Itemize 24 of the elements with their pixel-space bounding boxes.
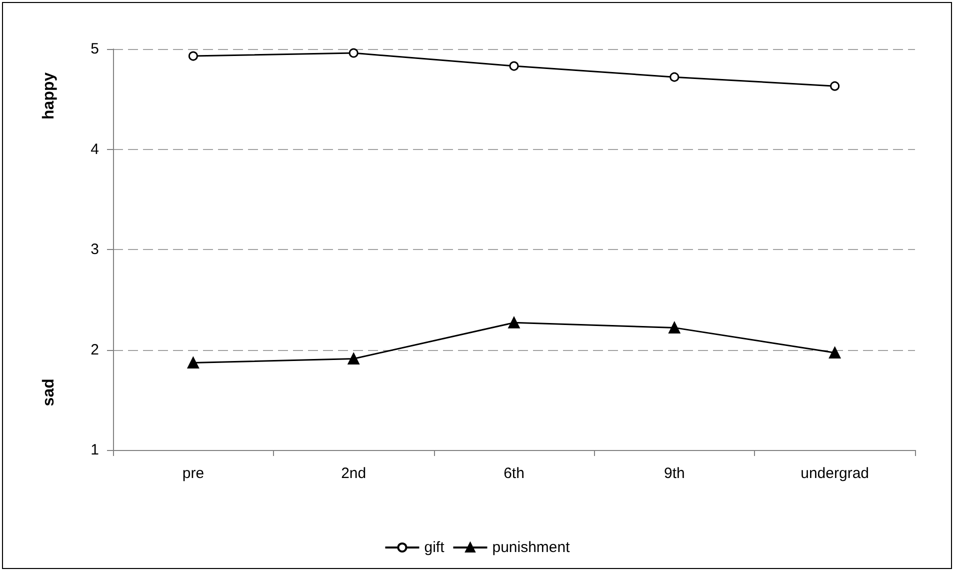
text: sad (40, 378, 58, 406)
x-tick-label: 2nd (341, 465, 366, 482)
y-tick-label: 1 (90, 442, 99, 458)
point (187, 357, 199, 369)
point (830, 81, 840, 91)
point (348, 48, 358, 58)
x-tick-label: undergrad (800, 465, 869, 482)
legend-label: punishment (492, 539, 571, 556)
y-tick-label: 2 (90, 341, 99, 358)
x-tick-label: 9th (664, 465, 685, 482)
point (829, 347, 841, 359)
text: happy (40, 72, 58, 120)
point (188, 51, 198, 61)
y-tick-label: 5 (90, 40, 99, 58)
point (670, 72, 680, 82)
point (508, 316, 520, 328)
y-tick-label: 3 (90, 241, 99, 258)
x-tick-label: pre (182, 465, 204, 482)
point (668, 322, 680, 334)
point (509, 61, 519, 71)
point (348, 353, 360, 365)
x-tick-label: 6th (504, 465, 524, 482)
y-tick-label: 4 (90, 140, 99, 158)
legend-label: gift (424, 539, 446, 556)
